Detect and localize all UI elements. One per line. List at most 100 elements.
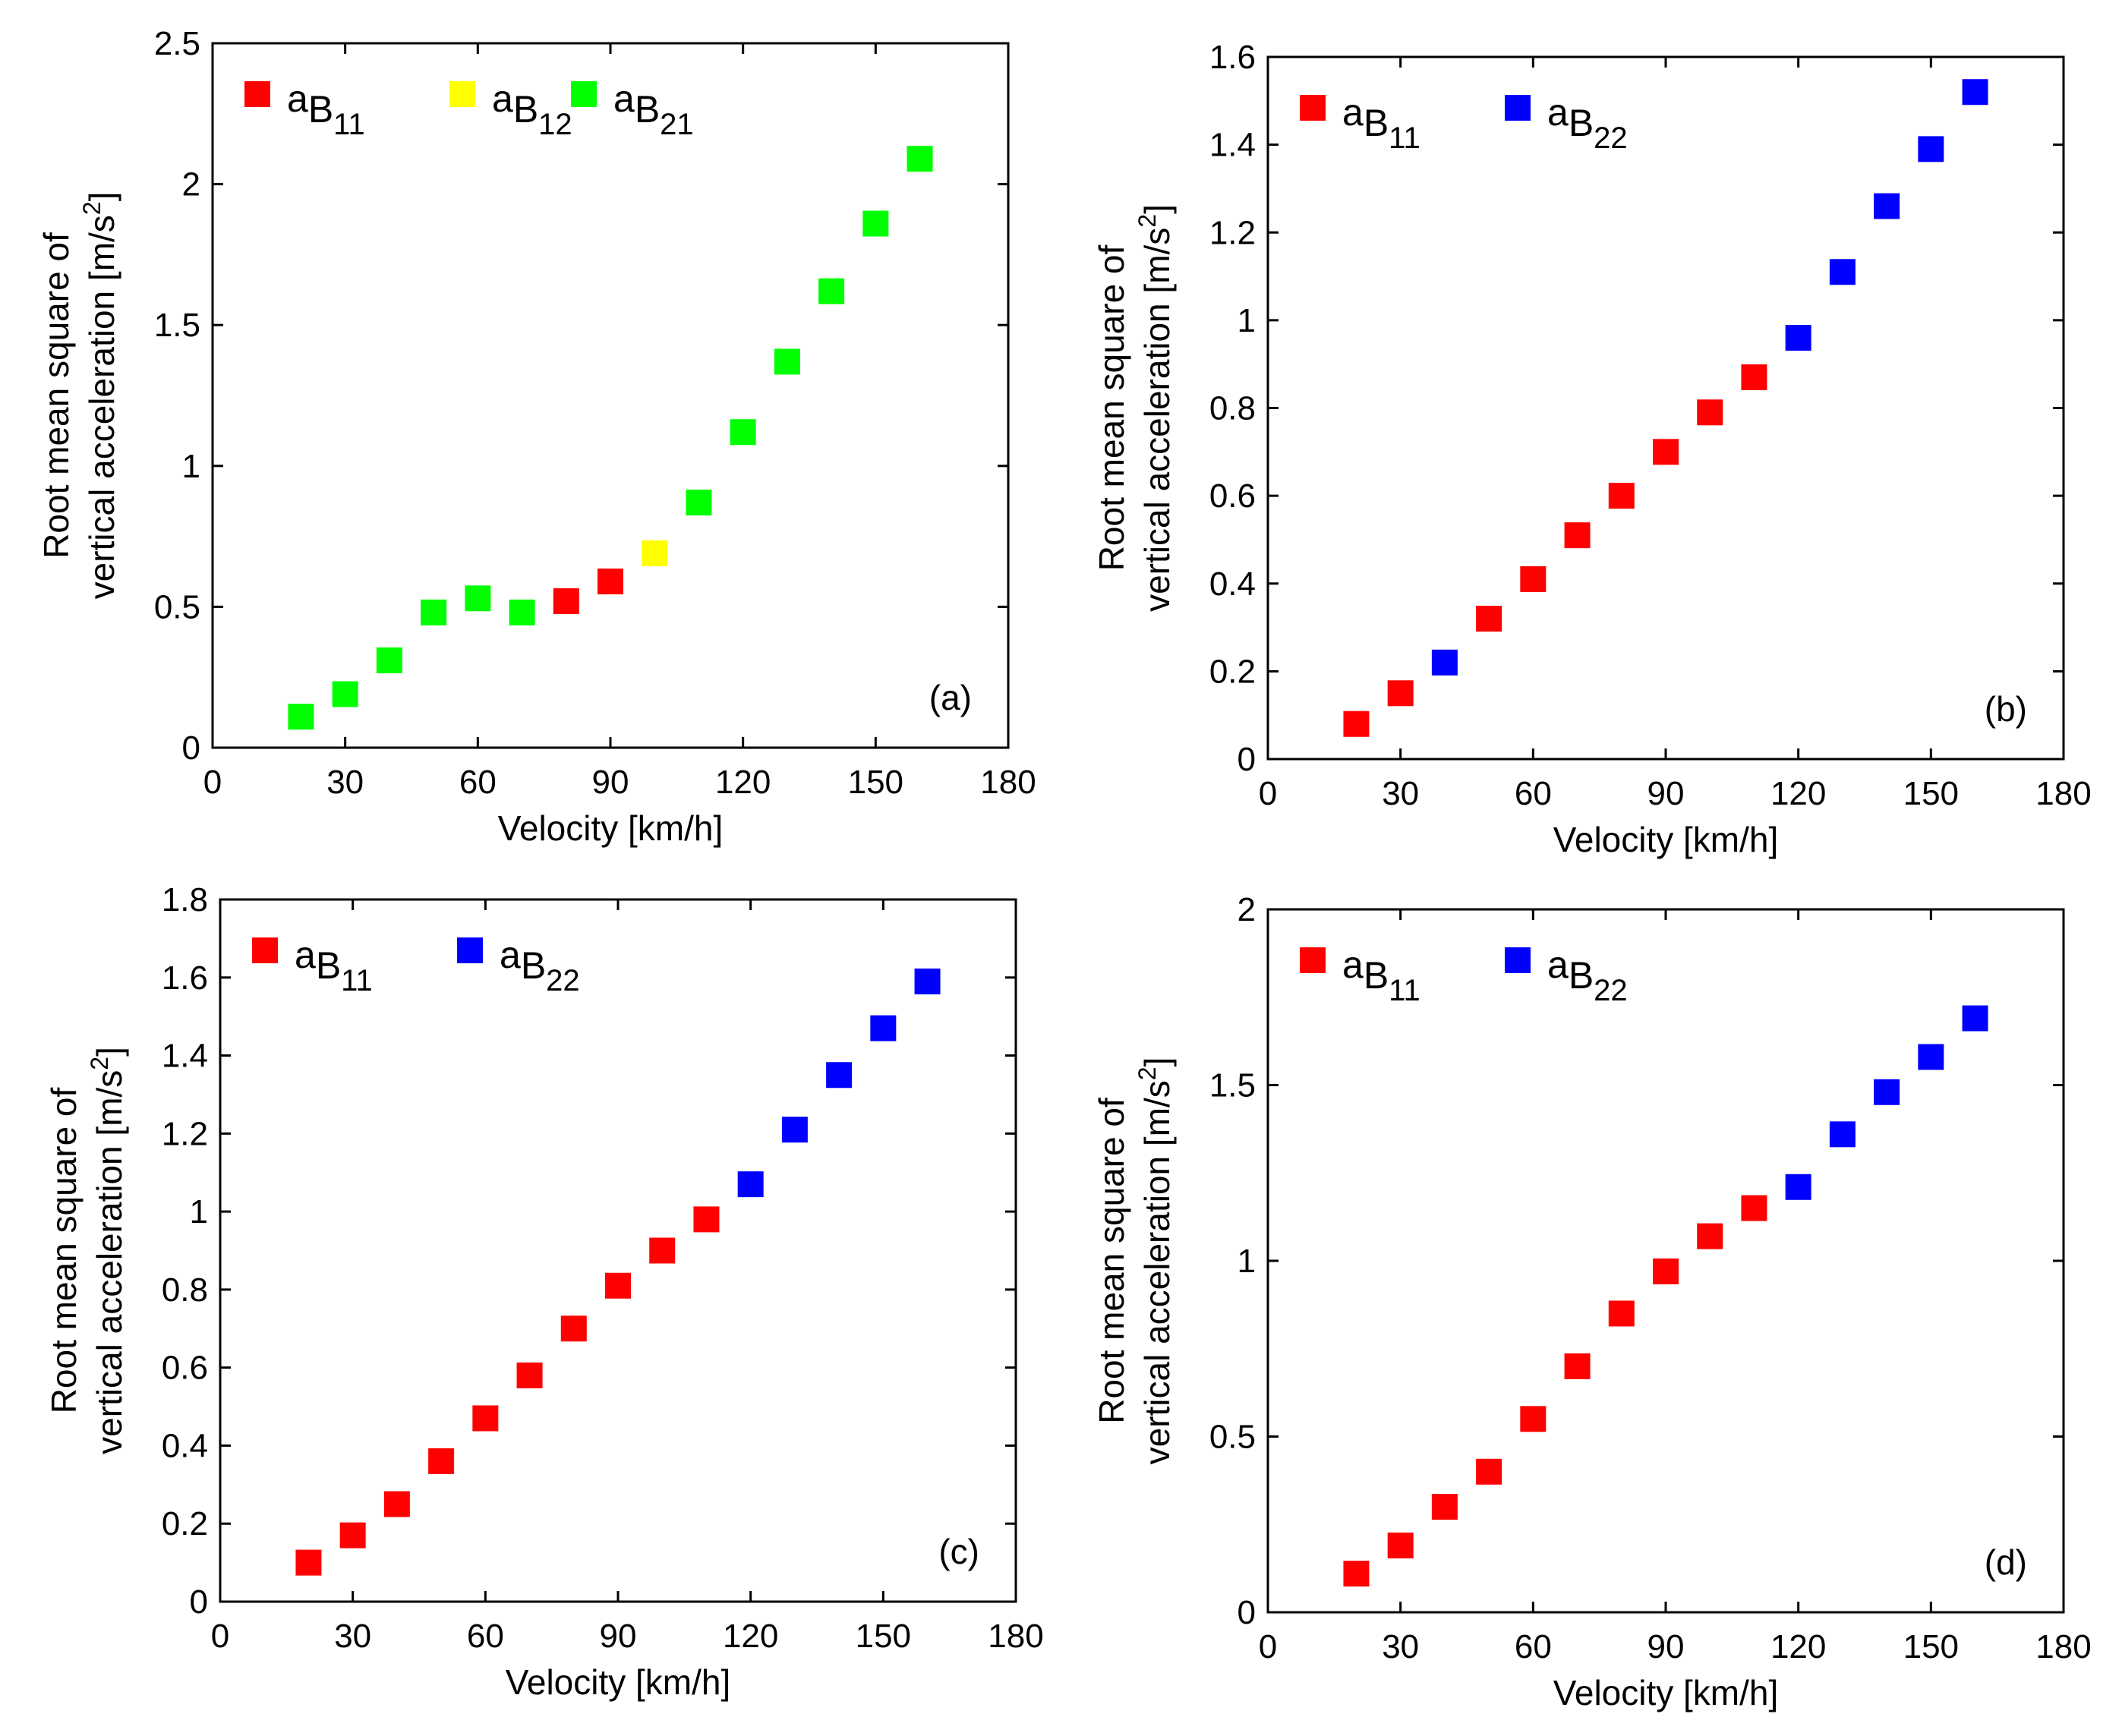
data-point-aB11 — [1741, 1195, 1767, 1221]
y-axis-title-unit: vertical acceleration [m/s — [82, 215, 121, 599]
data-point-aB21 — [730, 419, 756, 446]
legend-label-sub2: 12 — [538, 108, 572, 141]
data-point-aB21 — [288, 704, 314, 730]
plot-frame — [211, 42, 1010, 749]
y-tick-label: 1.2 — [1209, 214, 1256, 251]
data-point-aB11 — [1653, 439, 1679, 465]
data-point-aB22 — [1785, 1174, 1811, 1200]
data-point-aB21 — [332, 681, 358, 707]
y-tick-label: 0.8 — [162, 1271, 208, 1309]
data-point-aB11 — [1387, 1533, 1414, 1559]
x-tick-label: 120 — [1770, 1628, 1826, 1665]
x-tick-label: 60 — [467, 1618, 504, 1655]
y-tick-label: 0.5 — [1209, 1419, 1256, 1456]
data-point-aB11 — [1520, 1406, 1547, 1432]
data-point-aB22 — [1829, 259, 1856, 285]
data-point-aB21 — [818, 278, 845, 304]
panel-label: (d) — [1985, 1542, 2027, 1582]
x-tick-label: 0 — [1259, 775, 1277, 812]
data-point-aB21 — [862, 210, 889, 237]
data-point-aB21 — [774, 348, 800, 375]
y-tick-label: 0 — [1238, 741, 1256, 778]
y-tick-label: 1.5 — [1209, 1067, 1256, 1104]
legend-label-aB22: aB22 — [1547, 944, 1628, 1007]
data-point-aB11 — [1608, 1300, 1635, 1327]
legend-label-base: a — [1342, 944, 1364, 986]
data-point-aB22 — [1918, 1044, 1944, 1070]
legend-label-sub1: B — [1364, 954, 1389, 997]
panel-label: (a) — [929, 678, 972, 717]
data-point-aB11 — [1476, 1458, 1502, 1485]
y-axis-title-exponent: 2 — [86, 1057, 113, 1070]
legend-swatch-aB22 — [457, 937, 483, 963]
x-tick-label: 90 — [1647, 775, 1685, 812]
data-point-aB21 — [421, 599, 447, 625]
data-point-aB22 — [781, 1117, 808, 1143]
data-point-aB22 — [1874, 1079, 1900, 1105]
data-point-aB11 — [1697, 399, 1723, 426]
x-tick-label: 0 — [203, 764, 222, 801]
y-axis-title-exponent: 2 — [1134, 214, 1161, 228]
legend-label-aB12: aB12 — [492, 77, 572, 141]
y-axis-title-exponent: 2 — [78, 201, 106, 215]
x-tick-label: 150 — [856, 1618, 911, 1655]
data-point-aB11 — [1608, 483, 1635, 509]
legend-label-aB21: aB21 — [613, 77, 694, 141]
x-axis-title: Velocity [km/h] — [1553, 820, 1779, 859]
data-point-aB21 — [509, 599, 535, 625]
legend-label-base: a — [1547, 91, 1569, 134]
data-point-aB21 — [376, 647, 402, 673]
y-tick-label: 1.6 — [162, 959, 208, 997]
legend-label-sub2: 21 — [660, 108, 694, 141]
legend-label-sub2: 11 — [341, 964, 373, 997]
x-tick-label: 60 — [1515, 775, 1552, 812]
legend-label-aB11: aB11 — [287, 77, 365, 141]
data-point-aB21 — [686, 490, 712, 516]
data-point-aB22 — [1962, 79, 1988, 106]
x-tick-label: 180 — [988, 1618, 1043, 1655]
y-tick-label: 0.8 — [1209, 390, 1256, 427]
chart-panel: 0 30 60 90 120 150 180 0 0.5 1 1.5 2 2.5 Velocity [km… — [36, 25, 1036, 848]
data-point-aB21 — [907, 146, 933, 172]
data-point-aB11 — [560, 1315, 587, 1342]
chart-panel: 0 30 60 90 120 150 180 0 0.5 1 1.5 2 Velocity [km/h]… — [1092, 891, 2092, 1712]
data-point-aB11 — [516, 1362, 543, 1388]
plot-frame — [219, 898, 1017, 1603]
y-tick-label: 0 — [182, 729, 200, 767]
data-point-aB22 — [1918, 136, 1944, 162]
x-tick-label: 0 — [211, 1618, 229, 1655]
y-axis-title-end: ] — [90, 1047, 129, 1057]
y-tick-label: 1.4 — [162, 1038, 208, 1075]
y-tick-label: 1 — [1238, 1243, 1256, 1280]
data-point-aB22 — [1962, 1005, 1988, 1032]
data-point-aB11 — [649, 1237, 676, 1264]
x-tick-label: 150 — [1903, 1628, 1959, 1665]
legend-swatch-aB22 — [1505, 95, 1531, 121]
legend-swatch-aB11 — [1300, 947, 1326, 973]
chart-panel: 0 30 60 90 120 150 180 0 0.2 0.4 0.6 0.8 1 1.2 1.4 1.6 1… — [44, 881, 1044, 1702]
y-tick-label: 1 — [1238, 302, 1256, 339]
y-tick-label: 0 — [1238, 1594, 1256, 1631]
legend-label-sub2: 22 — [1594, 974, 1628, 1007]
data-point-aB11 — [553, 588, 579, 614]
y-tick-label: 0.2 — [1209, 653, 1256, 690]
x-tick-label: 90 — [600, 1618, 637, 1655]
legend-label-base: a — [1342, 91, 1364, 134]
legend-label-sub1: B — [1569, 102, 1594, 144]
legend-label-base: a — [492, 77, 513, 120]
x-tick-label: 60 — [1515, 1628, 1552, 1665]
panel-label: (b) — [1985, 689, 2027, 729]
legend-label-aB11: aB11 — [1342, 944, 1420, 1007]
y-tick-label: 1.6 — [1209, 39, 1256, 76]
x-tick-label: 180 — [980, 764, 1036, 801]
legend-label-base: a — [287, 77, 308, 120]
legend-label-sub2: 11 — [333, 108, 365, 141]
y-axis-title-line1: Root mean square of — [1092, 244, 1131, 571]
x-axis-title: Velocity [km/h] — [498, 808, 724, 848]
legend-swatch-aB11 — [252, 937, 278, 963]
data-point-aB11 — [605, 1272, 631, 1299]
legend-swatch-aB11 — [1300, 95, 1326, 121]
x-tick-label: 0 — [1259, 1628, 1277, 1665]
y-axis-title-line2: vertical acceleration [m/s2] — [86, 1047, 129, 1454]
